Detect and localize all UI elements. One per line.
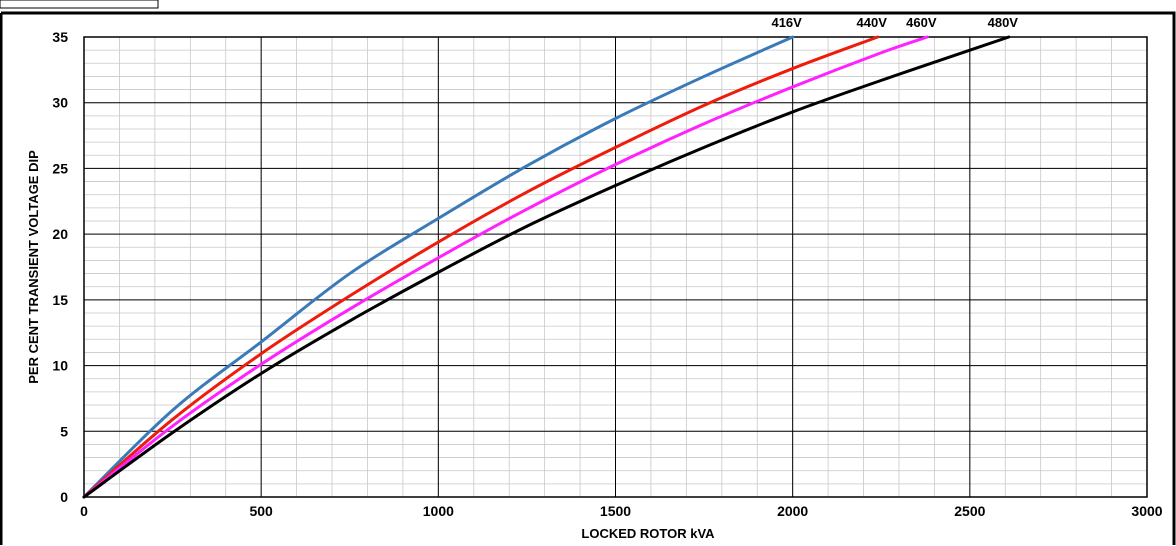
series-line-416v [82,35,795,499]
y-tick-label: 5 [60,423,68,439]
x-tick-label: 2500 [954,503,985,519]
y-tick-label: 15 [52,292,68,308]
x-tick-label: 3000 [1131,503,1162,519]
y-tick-label: 25 [52,160,68,176]
x-axis-ticks: 0 500 1000 1500 2000 2500 3000 [80,503,1163,519]
y-tick-label: 20 [52,226,68,242]
series-label-460v: 460V [906,15,937,30]
x-tick-label: 1500 [600,503,631,519]
series-layer [82,35,1011,499]
series-labels: 416V 440V 460V 480V [771,15,1018,30]
inset-box [0,0,159,9]
series-label-440v: 440V [857,15,888,30]
y-axis-ticks: 0 5 10 15 20 25 30 35 [52,29,68,505]
x-tick-label: 500 [249,503,273,519]
chart-border [1,11,1176,545]
y-tick-label: 30 [52,95,68,111]
series-line-460v [82,35,929,499]
x-tick-label: 0 [80,503,88,519]
y-tick-label: 35 [52,29,68,45]
plot-border [83,36,1148,498]
y-tick-label: 0 [60,489,68,505]
series-label-416v: 416V [771,15,802,30]
x-tick-label: 1000 [423,503,454,519]
y-tick-label: 10 [52,358,68,374]
series-label-480v: 480V [988,15,1019,30]
x-axis-title: LOCKED ROTOR kVA [581,526,715,541]
y-axis-title: PER CENT TRANSIENT VOLTAGE DIP [26,150,41,384]
series-line-440v [82,35,880,499]
series-line-480v [82,35,1011,499]
x-tick-label: 2000 [777,503,808,519]
